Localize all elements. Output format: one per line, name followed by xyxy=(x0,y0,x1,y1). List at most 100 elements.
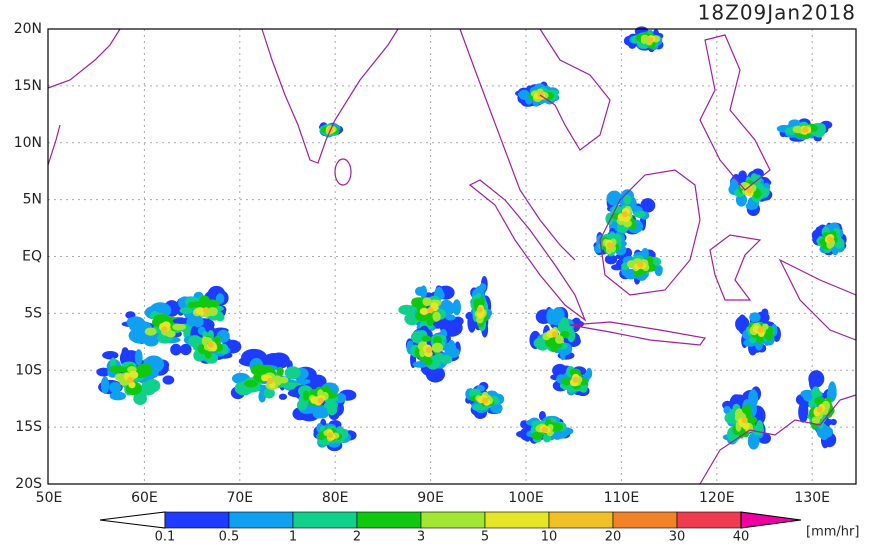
colorbar-box xyxy=(164,511,230,529)
rain-cell xyxy=(749,312,761,323)
rain-cell xyxy=(811,386,821,400)
rain-cell xyxy=(109,381,122,394)
rain-cell xyxy=(425,346,433,354)
rain-field xyxy=(96,26,847,452)
lon-label: 120E xyxy=(699,490,735,506)
lat-label: 15N xyxy=(14,78,42,94)
rain-cell xyxy=(640,36,648,44)
rain-cell xyxy=(114,373,127,382)
rain-cell xyxy=(472,404,482,411)
coast-sulawesi xyxy=(709,234,762,301)
rain-cell xyxy=(747,432,760,450)
rain-cell xyxy=(192,301,202,308)
rain-cell xyxy=(128,381,136,389)
rain-cell xyxy=(312,406,324,419)
rain-cell xyxy=(398,304,415,315)
lon-label: 70E xyxy=(226,490,253,506)
rain-cell xyxy=(201,336,213,344)
rain-cell xyxy=(623,194,632,206)
rain-cell xyxy=(555,335,564,344)
rain-cell xyxy=(531,431,543,440)
rain-cell xyxy=(478,296,485,308)
rain-cell xyxy=(633,210,646,218)
rain-cell xyxy=(296,399,308,411)
rain-cell xyxy=(641,247,649,259)
map-title: 18Z09Jan2018 xyxy=(698,1,856,25)
coast-philippines xyxy=(699,34,771,191)
rain-cell xyxy=(437,291,445,300)
rain-cell xyxy=(136,366,147,378)
colorbar: 0.1 0.5 1 2 3 5 10 20 30 40 [mm/hr] xyxy=(99,511,859,545)
rain-cell xyxy=(197,308,205,316)
rain-cell xyxy=(144,379,161,393)
rain-cell xyxy=(586,367,593,379)
rain-cell xyxy=(188,335,202,348)
rain-cell xyxy=(560,317,569,331)
colorbar-label: 2 xyxy=(353,530,361,545)
rain-cell xyxy=(153,314,170,322)
rain-cell xyxy=(263,388,275,399)
colorbar-box xyxy=(228,511,294,529)
rain-cell xyxy=(741,404,752,415)
rain-cell xyxy=(102,350,119,360)
rain-cell xyxy=(816,406,823,413)
rain-cell xyxy=(207,341,214,348)
rain-cell xyxy=(621,262,629,271)
rain-cell xyxy=(764,329,774,341)
colorbar-label: 1 xyxy=(289,530,297,545)
rain-cell xyxy=(134,349,143,366)
rain-cell xyxy=(334,392,347,404)
rain-cell xyxy=(516,430,527,438)
colorbar-label: 3 xyxy=(417,530,425,545)
rain-cell xyxy=(750,173,758,182)
colorbar-label: 10 xyxy=(541,530,558,545)
colorbar-over xyxy=(740,511,802,529)
colorbar-box xyxy=(548,511,614,529)
lon-label: 90E xyxy=(417,490,444,506)
rain-cell xyxy=(310,374,327,390)
rain-cell xyxy=(172,323,186,331)
rain-cell xyxy=(637,261,644,268)
rain-cell xyxy=(432,311,440,319)
colorbar-box xyxy=(420,511,486,529)
coast-java xyxy=(569,321,707,346)
colorbar-box xyxy=(676,511,742,529)
rain-cell xyxy=(440,354,453,364)
rain-cell xyxy=(551,331,559,338)
lon-label: 100E xyxy=(508,490,544,506)
rain-cell xyxy=(737,314,747,331)
rain-cell xyxy=(647,36,654,43)
lat-label: 10S xyxy=(15,362,42,378)
lat-label: EQ xyxy=(22,249,42,265)
rain-cell xyxy=(426,307,434,314)
coast-indochina xyxy=(539,28,611,151)
lat-label: 20N xyxy=(14,21,42,37)
rain-cell xyxy=(550,422,563,432)
rain-cell xyxy=(267,377,274,385)
rain-cell xyxy=(302,390,310,401)
rain-cell xyxy=(96,367,111,377)
rain-cell xyxy=(762,323,769,330)
coastlines xyxy=(47,28,857,485)
rain-cell xyxy=(213,335,221,344)
rain-cell xyxy=(100,376,110,394)
rain-cell xyxy=(723,405,731,415)
rain-cell xyxy=(419,307,429,315)
colorbar-label: 5 xyxy=(481,530,489,545)
rain-cell xyxy=(161,326,168,333)
rain-cell xyxy=(482,397,489,404)
rain-cell xyxy=(827,236,834,243)
rain-cell xyxy=(572,376,579,383)
rain-cell xyxy=(548,312,564,326)
rain-cell xyxy=(199,295,210,305)
colorbar-box xyxy=(484,511,550,529)
rain-cell xyxy=(421,335,432,342)
rain-cell xyxy=(553,433,561,440)
rain-cell xyxy=(476,306,483,313)
rain-cell xyxy=(541,426,548,434)
rain-cell xyxy=(490,403,503,414)
rain-cell xyxy=(410,331,425,344)
